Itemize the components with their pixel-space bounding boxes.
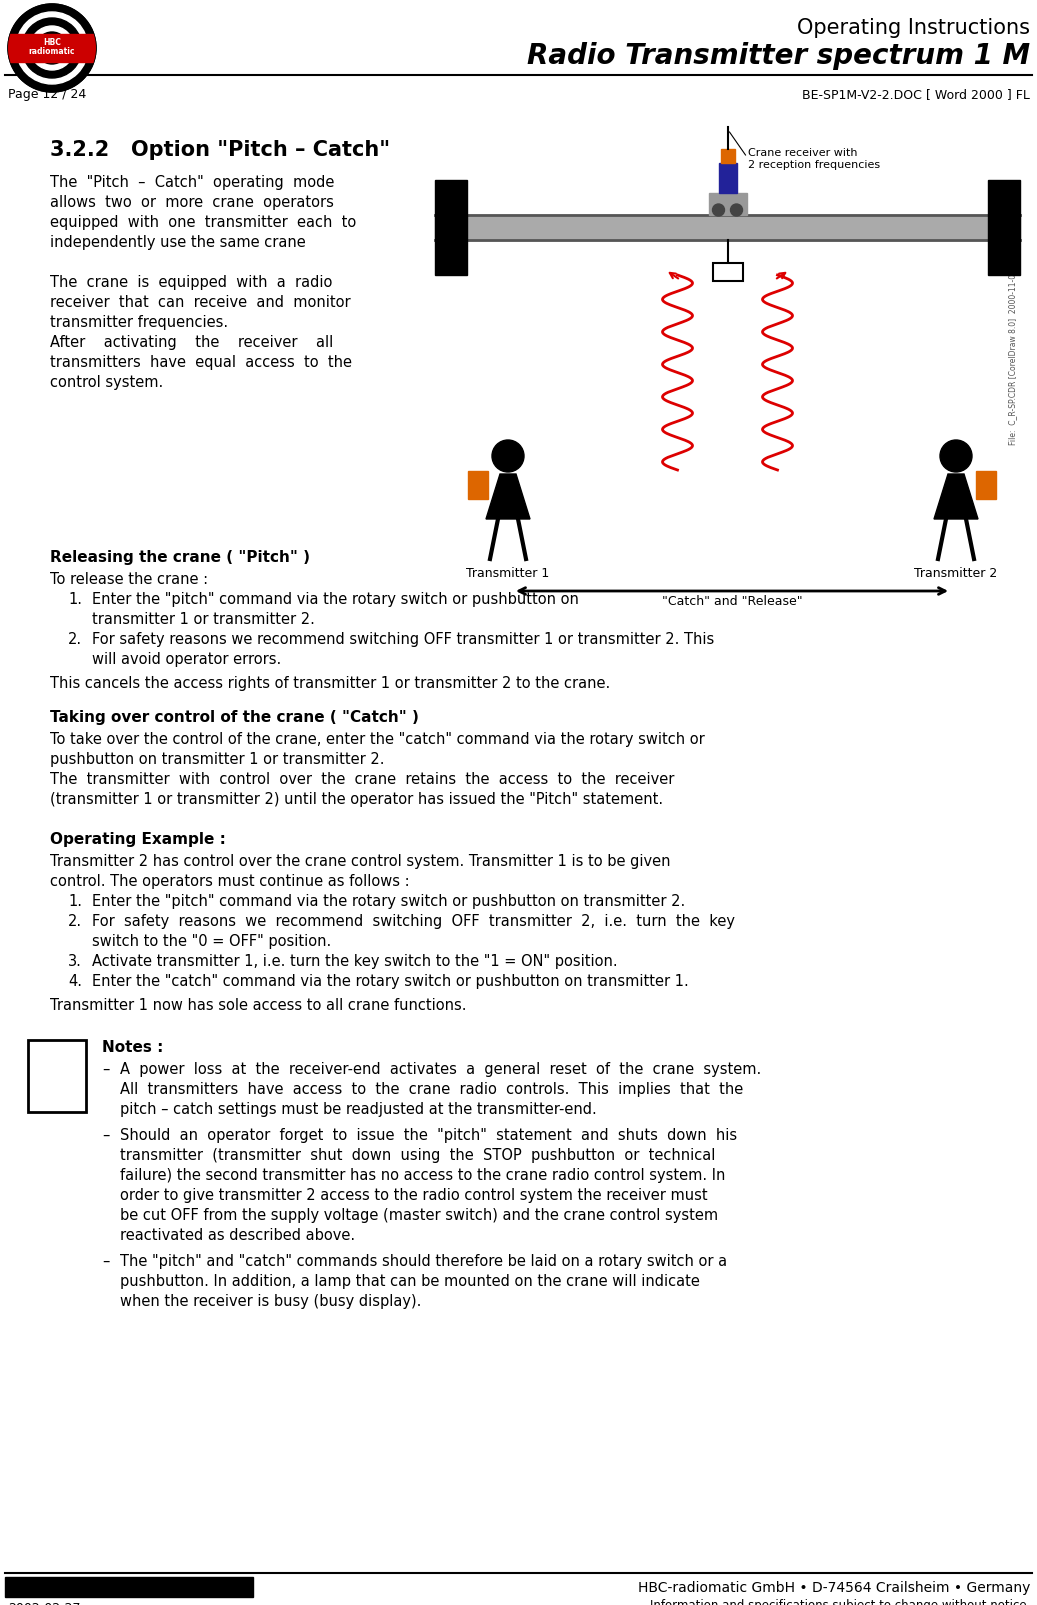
Text: Should  an  operator  forget  to  issue  the  "pitch"  statement  and  shuts  do: Should an operator forget to issue the "… (120, 1128, 737, 1143)
Text: Transmitter 1: Transmitter 1 (467, 567, 550, 579)
Text: The "pitch" and "catch" commands should therefore be laid on a rotary switch or : The "pitch" and "catch" commands should … (120, 1254, 727, 1270)
Text: Notes :: Notes : (102, 1040, 164, 1054)
Text: switch to the "0 = OFF" position.: switch to the "0 = OFF" position. (92, 934, 331, 949)
Text: pitch – catch settings must be readjusted at the transmitter-end.: pitch – catch settings must be readjuste… (120, 1103, 596, 1117)
Text: 2.: 2. (68, 632, 82, 647)
Text: Operating Instructions: Operating Instructions (797, 18, 1030, 39)
Text: pushbutton on transmitter 1 or transmitter 2.: pushbutton on transmitter 1 or transmitt… (50, 753, 385, 767)
Text: File:  C_R-SP.CDR [CorelDraw 8.0]  2000-11-07  FL: File: C_R-SP.CDR [CorelDraw 8.0] 2000-11… (1008, 255, 1017, 445)
Text: control. The operators must continue as follows :: control. The operators must continue as … (50, 875, 410, 889)
Circle shape (8, 3, 96, 91)
Bar (435, 180, 467, 274)
Text: reactivated as described above.: reactivated as described above. (120, 1228, 355, 1242)
Bar (708, 193, 747, 215)
Text: 1.: 1. (68, 894, 82, 908)
Bar (435, 215, 1020, 241)
Bar (712, 263, 742, 281)
Text: pushbutton. In addition, a lamp that can be mounted on the crane will indicate: pushbutton. In addition, a lamp that can… (120, 1274, 700, 1289)
Text: equipped  with  one  transmitter  each  to: equipped with one transmitter each to (50, 215, 357, 230)
Text: This cancels the access rights of transmitter 1 or transmitter 2 to the crane.: This cancels the access rights of transm… (50, 676, 610, 692)
Circle shape (44, 40, 60, 56)
Text: independently use the same crane: independently use the same crane (50, 234, 306, 250)
Text: 4.: 4. (68, 974, 82, 989)
Text: Activate transmitter 1, i.e. turn the key switch to the "1 = ON" position.: Activate transmitter 1, i.e. turn the ke… (92, 953, 618, 969)
Text: For  safety  reasons  we  recommend  switching  OFF  transmitter  2,  i.e.  turn: For safety reasons we recommend switchin… (92, 913, 735, 929)
Text: 2002-02-27: 2002-02-27 (8, 1602, 81, 1605)
Bar (28, 1040, 86, 1112)
Text: order to give transmitter 2 access to the radio control system the receiver must: order to give transmitter 2 access to th… (120, 1188, 707, 1204)
Circle shape (16, 11, 88, 83)
Text: "Catch" and "Release": "Catch" and "Release" (662, 595, 803, 608)
Bar (5, 1578, 253, 1597)
Text: –: – (102, 1254, 109, 1270)
Text: failure) the second transmitter has no access to the crane radio control system.: failure) the second transmitter has no a… (120, 1168, 725, 1183)
Circle shape (36, 32, 68, 64)
Text: control system.: control system. (50, 376, 163, 390)
Text: Transmitter 2: Transmitter 2 (915, 567, 998, 579)
Text: –: – (102, 1128, 109, 1143)
Text: Information and specifications subject to change without notice.: Information and specifications subject t… (649, 1599, 1030, 1605)
Bar (721, 149, 734, 164)
Bar (7, 34, 97, 63)
Circle shape (492, 440, 524, 472)
Text: Radio Control System: Radio Control System (48, 1581, 211, 1594)
Circle shape (730, 204, 742, 217)
Text: when the receiver is busy (busy display).: when the receiver is busy (busy display)… (120, 1294, 421, 1310)
Bar (988, 180, 1020, 274)
Text: Operating Example :: Operating Example : (50, 831, 226, 847)
Text: For safety reasons we recommend switching OFF transmitter 1 or transmitter 2. Th: For safety reasons we recommend switchin… (92, 632, 714, 647)
Text: All  transmitters  have  access  to  the  crane  radio  controls.  This  implies: All transmitters have access to the cran… (120, 1082, 744, 1096)
Text: Taking over control of the crane ( "Catch" ): Taking over control of the crane ( "Catc… (50, 709, 419, 725)
Text: 2.: 2. (68, 913, 82, 929)
Text: transmitter frequencies.: transmitter frequencies. (50, 315, 228, 331)
Bar (719, 164, 736, 193)
Text: transmitters  have  equal  access  to  the: transmitters have equal access to the (50, 355, 352, 371)
Circle shape (940, 440, 972, 472)
Text: Enter the "pitch" command via the rotary switch or pushbutton on transmitter 2.: Enter the "pitch" command via the rotary… (92, 894, 685, 908)
Text: Page 12 / 24: Page 12 / 24 (8, 88, 86, 101)
Text: Enter the "catch" command via the rotary switch or pushbutton on transmitter 1.: Enter the "catch" command via the rotary… (92, 974, 689, 989)
Bar (468, 470, 488, 499)
Text: 3.2.2   Option "Pitch – Catch": 3.2.2 Option "Pitch – Catch" (50, 140, 390, 160)
Text: Releasing the crane ( "Pitch" ): Releasing the crane ( "Pitch" ) (50, 551, 310, 565)
Text: 1.: 1. (68, 592, 82, 607)
Text: transmitter 1 or transmitter 2.: transmitter 1 or transmitter 2. (92, 612, 315, 628)
Text: (transmitter 1 or transmitter 2) until the operator has issued the "Pitch" state: (transmitter 1 or transmitter 2) until t… (50, 791, 663, 807)
Text: Radio Transmitter spectrum 1 M: Radio Transmitter spectrum 1 M (527, 42, 1030, 71)
Text: Transmitter 2 has control over the crane control system. Transmitter 1 is to be : Transmitter 2 has control over the crane… (50, 854, 671, 868)
Text: After    activating    the    receiver    all: After activating the receiver all (50, 335, 333, 350)
Text: receiver  that  can  receive  and  monitor: receiver that can receive and monitor (50, 295, 351, 310)
Text: transmitter  (transmitter  shut  down  using  the  STOP  pushbutton  or  technic: transmitter (transmitter shut down using… (120, 1148, 716, 1164)
Circle shape (712, 204, 725, 217)
Circle shape (22, 18, 82, 79)
Polygon shape (934, 473, 978, 518)
Circle shape (30, 26, 74, 71)
Text: BE-SP1M-V2-2.DOC [ Word 2000 ] FL: BE-SP1M-V2-2.DOC [ Word 2000 ] FL (803, 88, 1030, 101)
Text: To take over the control of the crane, enter the "catch" command via the rotary : To take over the control of the crane, e… (50, 732, 705, 746)
Text: be cut OFF from the supply voltage (master switch) and the crane control system: be cut OFF from the supply voltage (mast… (120, 1209, 719, 1223)
Text: allows  two  or  more  crane  operators: allows two or more crane operators (50, 194, 334, 210)
Text: A  power  loss  at  the  receiver-end  activates  a  general  reset  of  the  cr: A power loss at the receiver-end activat… (120, 1063, 761, 1077)
Text: The  crane  is  equipped  with  a  radio: The crane is equipped with a radio (50, 274, 333, 291)
Bar (976, 470, 996, 499)
Text: The  "Pitch  –  Catch"  operating  mode: The "Pitch – Catch" operating mode (50, 175, 334, 189)
Polygon shape (486, 473, 530, 518)
Text: HBC-radiomatic GmbH • D-74564 Crailsheim • Germany: HBC-radiomatic GmbH • D-74564 Crailsheim… (638, 1581, 1030, 1595)
Text: Transmitter 1 now has sole access to all crane functions.: Transmitter 1 now has sole access to all… (50, 998, 467, 1013)
Text: HBC
radiomatic: HBC radiomatic (29, 37, 76, 56)
Text: 3.: 3. (68, 953, 82, 969)
Text: will avoid operator errors.: will avoid operator errors. (92, 652, 281, 668)
Text: –: – (102, 1063, 109, 1077)
Text: The  transmitter  with  control  over  the  crane  retains  the  access  to  the: The transmitter with control over the cr… (50, 772, 674, 786)
Text: To release the crane :: To release the crane : (50, 571, 208, 587)
Text: Crane receiver with
2 reception frequencies: Crane receiver with 2 reception frequenc… (748, 148, 879, 170)
Text: Enter the "pitch" command via the rotary switch or pushbutton on: Enter the "pitch" command via the rotary… (92, 592, 579, 607)
